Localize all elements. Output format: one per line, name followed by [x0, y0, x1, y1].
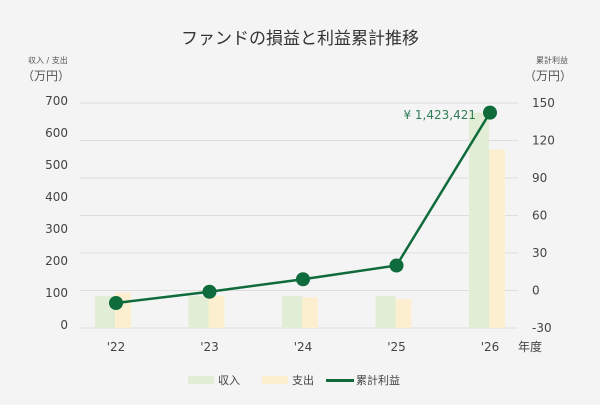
chart-title: ファンドの損益と利益累計推移: [181, 29, 419, 49]
bar-income: [282, 295, 302, 328]
right-axis-tick-label: 90: [532, 171, 547, 185]
left-axis-tick-label: 600: [45, 126, 68, 140]
x-axis-tick-label: '24: [294, 340, 313, 354]
left-axis-tick-label: 400: [45, 190, 68, 204]
left-axis-tick-label: 500: [45, 158, 68, 172]
point-cumulative-profit: [202, 284, 217, 299]
legend-label-cumulative: 累計利益: [356, 373, 400, 387]
cumulative-profit-annotation: ¥ 1,423,421: [403, 108, 476, 122]
left-axis-label: 収入 / 支出: [28, 55, 68, 65]
right-axis-tick-label: 30: [532, 246, 547, 260]
x-axis-tick-label: '22: [107, 340, 126, 354]
right-axis-tick-label: 150: [532, 96, 555, 110]
left-axis-tick-label: 700: [45, 94, 68, 108]
legend-label-income: 収入: [218, 374, 240, 387]
x-axis-tick-label: '25: [387, 340, 406, 354]
right-axis-tick-label: 0: [532, 284, 540, 298]
left-axis-tick-label: 200: [45, 254, 68, 268]
bar-expense: [395, 299, 412, 328]
right-axis-tick-label: 120: [532, 134, 555, 148]
bar-expense: [489, 149, 505, 328]
x-axis-tick-label: '23: [200, 340, 219, 354]
legend-swatch-cumulative: [326, 379, 354, 382]
right-axis-label: 累計利益: [536, 55, 568, 65]
point-cumulative-profit: [109, 296, 123, 310]
legend: 収入 支出 累計利益: [188, 373, 400, 387]
point-cumulative-profit: [389, 258, 404, 273]
legend-swatch-income: [188, 376, 214, 384]
bar-income: [375, 295, 396, 328]
left-axis-tick-label: 100: [45, 286, 68, 300]
right-axis-tick-label: -30: [532, 321, 552, 335]
x-axis-tick-label: '26: [481, 340, 500, 354]
left-axis-tick-label: 0: [60, 318, 68, 332]
point-cumulative-profit: [296, 272, 310, 287]
left-axis-unit: （万円）: [22, 69, 70, 83]
right-axis-tick-label: 60: [532, 209, 547, 223]
bar-income: [188, 295, 209, 328]
legend-label-expense: 支出: [292, 373, 314, 387]
left-axis-tick-label: 300: [45, 222, 68, 236]
x-axis-label: 年度: [518, 339, 542, 354]
bar-expense: [208, 295, 225, 328]
bar-income: [469, 112, 489, 329]
legend-swatch-expense: [262, 376, 288, 384]
right-axis-unit: （万円）: [524, 69, 572, 83]
point-cumulative-profit: [483, 105, 497, 120]
bar-expense: [302, 297, 318, 328]
